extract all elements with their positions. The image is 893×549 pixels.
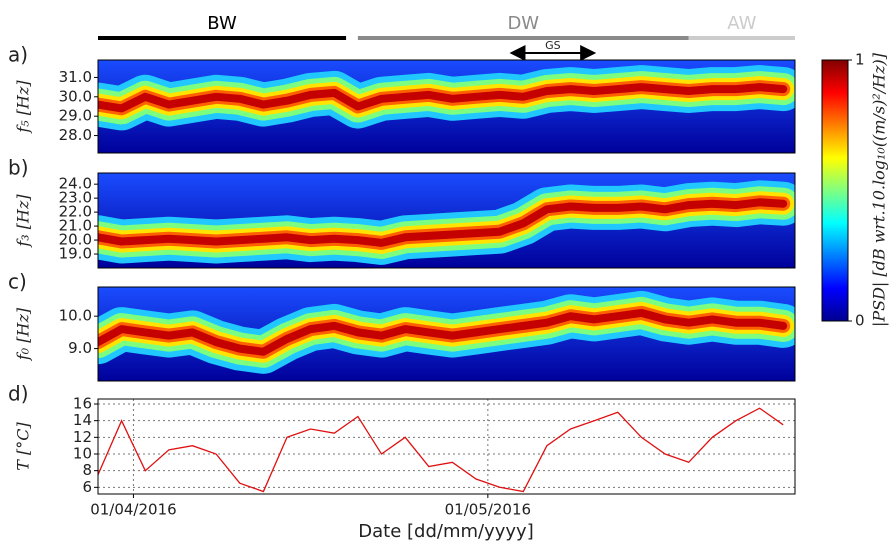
y-tick-label: 29.0 [59, 107, 92, 125]
y-axis-label: f₀ [Hz] [14, 307, 33, 361]
x-tick-label: 01/04/2016 [90, 501, 176, 519]
y-tick-label: 20.0 [59, 231, 92, 249]
plot-area [98, 60, 795, 153]
ridge-band [98, 83, 788, 113]
plot-area [98, 399, 795, 494]
gs-label: GS [545, 39, 561, 52]
phase-label: BW [207, 13, 237, 34]
ridge-band [98, 308, 788, 356]
temperature-line [98, 407, 784, 493]
plot-frame [97, 59, 796, 154]
panel-label: c) [8, 270, 27, 294]
y-tick-label: 8 [82, 461, 92, 479]
y-tick-label: 14 [73, 411, 92, 429]
y-tick-label: 23.0 [59, 189, 92, 207]
y-tick-label: 19.0 [59, 245, 92, 263]
plot-frame [97, 172, 796, 269]
plot-frame [97, 398, 796, 495]
y-tick-label: 28.0 [59, 126, 92, 144]
plot-area [98, 173, 795, 268]
ridge-band [98, 198, 788, 247]
y-tick-label: 10 [73, 445, 92, 463]
y-axis-label: T [°C] [14, 422, 33, 471]
y-tick-label: 22.0 [59, 203, 92, 221]
colorbar-tick-label: 1 [855, 51, 865, 69]
y-tick-label: 31.0 [59, 68, 92, 86]
plot-bg [98, 399, 795, 494]
x-tick-label: 01/05/2016 [445, 501, 531, 519]
plot-area [98, 287, 795, 381]
panel-label: d) [8, 382, 29, 406]
colorbar-tick-label: 0 [855, 312, 865, 330]
phase-label: AW [727, 13, 756, 34]
y-tick-label: 16 [73, 395, 92, 413]
y-axis-label: f₃ [Hz] [14, 194, 33, 248]
y-tick-label: 21.0 [59, 217, 92, 235]
colorbar [821, 59, 849, 322]
y-tick-label: 30.0 [59, 87, 92, 105]
y-tick-label: 9.0 [68, 339, 92, 357]
colorbar-label: |PSD| [dB wrt.10.log₁₀((m/s)²/Hz)] [870, 52, 889, 327]
panel-label: a) [8, 43, 28, 67]
y-tick-label: 12 [73, 428, 92, 446]
phase-label: DW [507, 13, 539, 34]
y-axis-label: f₅ [Hz] [14, 80, 33, 134]
y-tick-label: 24.0 [59, 175, 92, 193]
x-axis-label: Date [dd/mm/yyyy] [358, 521, 533, 542]
y-tick-label: 10.0 [59, 307, 92, 325]
panel-label: b) [8, 156, 29, 180]
plot-frame [97, 286, 796, 382]
y-tick-label: 6 [82, 478, 92, 496]
